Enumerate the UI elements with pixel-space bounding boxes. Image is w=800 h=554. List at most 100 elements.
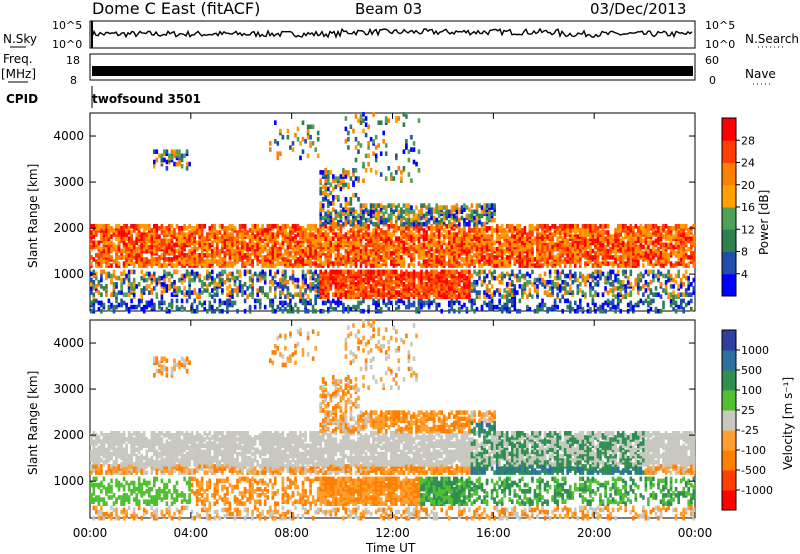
power-cell <box>105 246 108 252</box>
power-cell <box>140 269 143 275</box>
power-cell <box>253 234 257 239</box>
power-cell <box>319 308 322 314</box>
power-cell <box>127 253 131 258</box>
power-cell <box>387 273 391 279</box>
power-cell <box>432 248 436 254</box>
power-cell <box>561 259 564 264</box>
power-cell <box>321 184 325 190</box>
power-cell <box>158 304 161 310</box>
power-cell <box>327 236 330 241</box>
power-cell <box>206 236 209 241</box>
power-cell <box>92 298 96 304</box>
power-cell <box>448 290 451 295</box>
power-cell <box>390 250 393 256</box>
power-cell <box>173 161 176 167</box>
power-cell <box>500 294 504 299</box>
power-cell <box>410 271 413 277</box>
power-cell <box>460 250 464 256</box>
power-cell <box>190 255 194 260</box>
power-cell <box>359 263 363 268</box>
power-cell <box>110 240 113 246</box>
power-cell <box>263 271 267 277</box>
power-cell <box>538 238 542 244</box>
power-cell <box>480 304 484 310</box>
power-cell <box>291 294 295 299</box>
power-cell <box>581 248 585 254</box>
power-cell <box>352 261 355 266</box>
power-cell <box>369 269 373 275</box>
power-cell <box>107 224 111 229</box>
power-cell <box>427 203 431 208</box>
power-cell <box>352 128 355 134</box>
power-cell <box>503 257 506 262</box>
power-cell <box>505 306 509 312</box>
power-cell <box>384 230 388 235</box>
power-cell <box>294 302 297 308</box>
power-cell <box>137 244 141 250</box>
power-cell <box>536 232 539 237</box>
power-cell <box>125 292 128 297</box>
power-cell <box>105 224 108 229</box>
power-cell <box>531 238 534 244</box>
power-cell <box>352 244 355 250</box>
power-cell <box>533 257 537 262</box>
power-cell <box>425 215 428 221</box>
power-cell <box>521 232 524 237</box>
power-cell <box>589 282 592 287</box>
power-cell <box>319 238 322 244</box>
power-cell <box>155 149 159 154</box>
power-cell <box>395 294 398 299</box>
power-cell <box>354 304 358 310</box>
power-cell <box>460 286 464 291</box>
power-cell <box>155 224 159 229</box>
power-cell <box>324 224 327 229</box>
power-cell <box>584 261 587 266</box>
power-cell <box>97 240 101 246</box>
power-cell <box>102 224 106 229</box>
power-cell <box>412 215 416 221</box>
power-cell <box>395 221 398 227</box>
power-cell <box>556 286 559 291</box>
power-cell <box>160 263 164 268</box>
power-cell <box>352 304 355 310</box>
power-cell <box>327 232 330 237</box>
power-cell <box>319 178 322 183</box>
power-cell <box>279 300 282 306</box>
power-cell <box>281 284 285 289</box>
power-cell <box>319 269 322 275</box>
power-cell <box>369 209 373 215</box>
power-cell <box>521 284 524 289</box>
power-cell <box>604 275 607 281</box>
power-cell <box>435 234 438 239</box>
power-cell <box>518 269 522 275</box>
power-cell <box>190 290 194 295</box>
power-cell <box>148 290 151 295</box>
power-cell <box>410 244 413 250</box>
power-cell <box>382 298 385 304</box>
power-cell <box>117 275 121 281</box>
power-cell <box>251 273 254 279</box>
power-cell <box>364 269 368 275</box>
power-cell <box>125 250 128 256</box>
power-cell <box>503 294 506 299</box>
power-cell <box>339 180 343 186</box>
power-cell <box>334 232 338 237</box>
power-cell <box>513 302 517 308</box>
power-cell <box>584 275 587 281</box>
power-cell <box>238 288 242 293</box>
power-cell <box>468 213 471 219</box>
power-cell <box>584 242 587 248</box>
power-cell <box>407 207 411 212</box>
power-cell <box>445 234 448 239</box>
power-cell <box>606 302 610 308</box>
power-cell <box>185 232 189 237</box>
power-cell <box>493 211 496 217</box>
power-cell <box>135 304 138 310</box>
power-cell <box>347 308 350 314</box>
power-cell <box>364 168 368 173</box>
power-cell <box>591 298 595 304</box>
power-cell <box>493 269 496 275</box>
power-cell <box>274 271 277 277</box>
power-cell <box>551 255 554 260</box>
power-cell <box>289 308 292 314</box>
